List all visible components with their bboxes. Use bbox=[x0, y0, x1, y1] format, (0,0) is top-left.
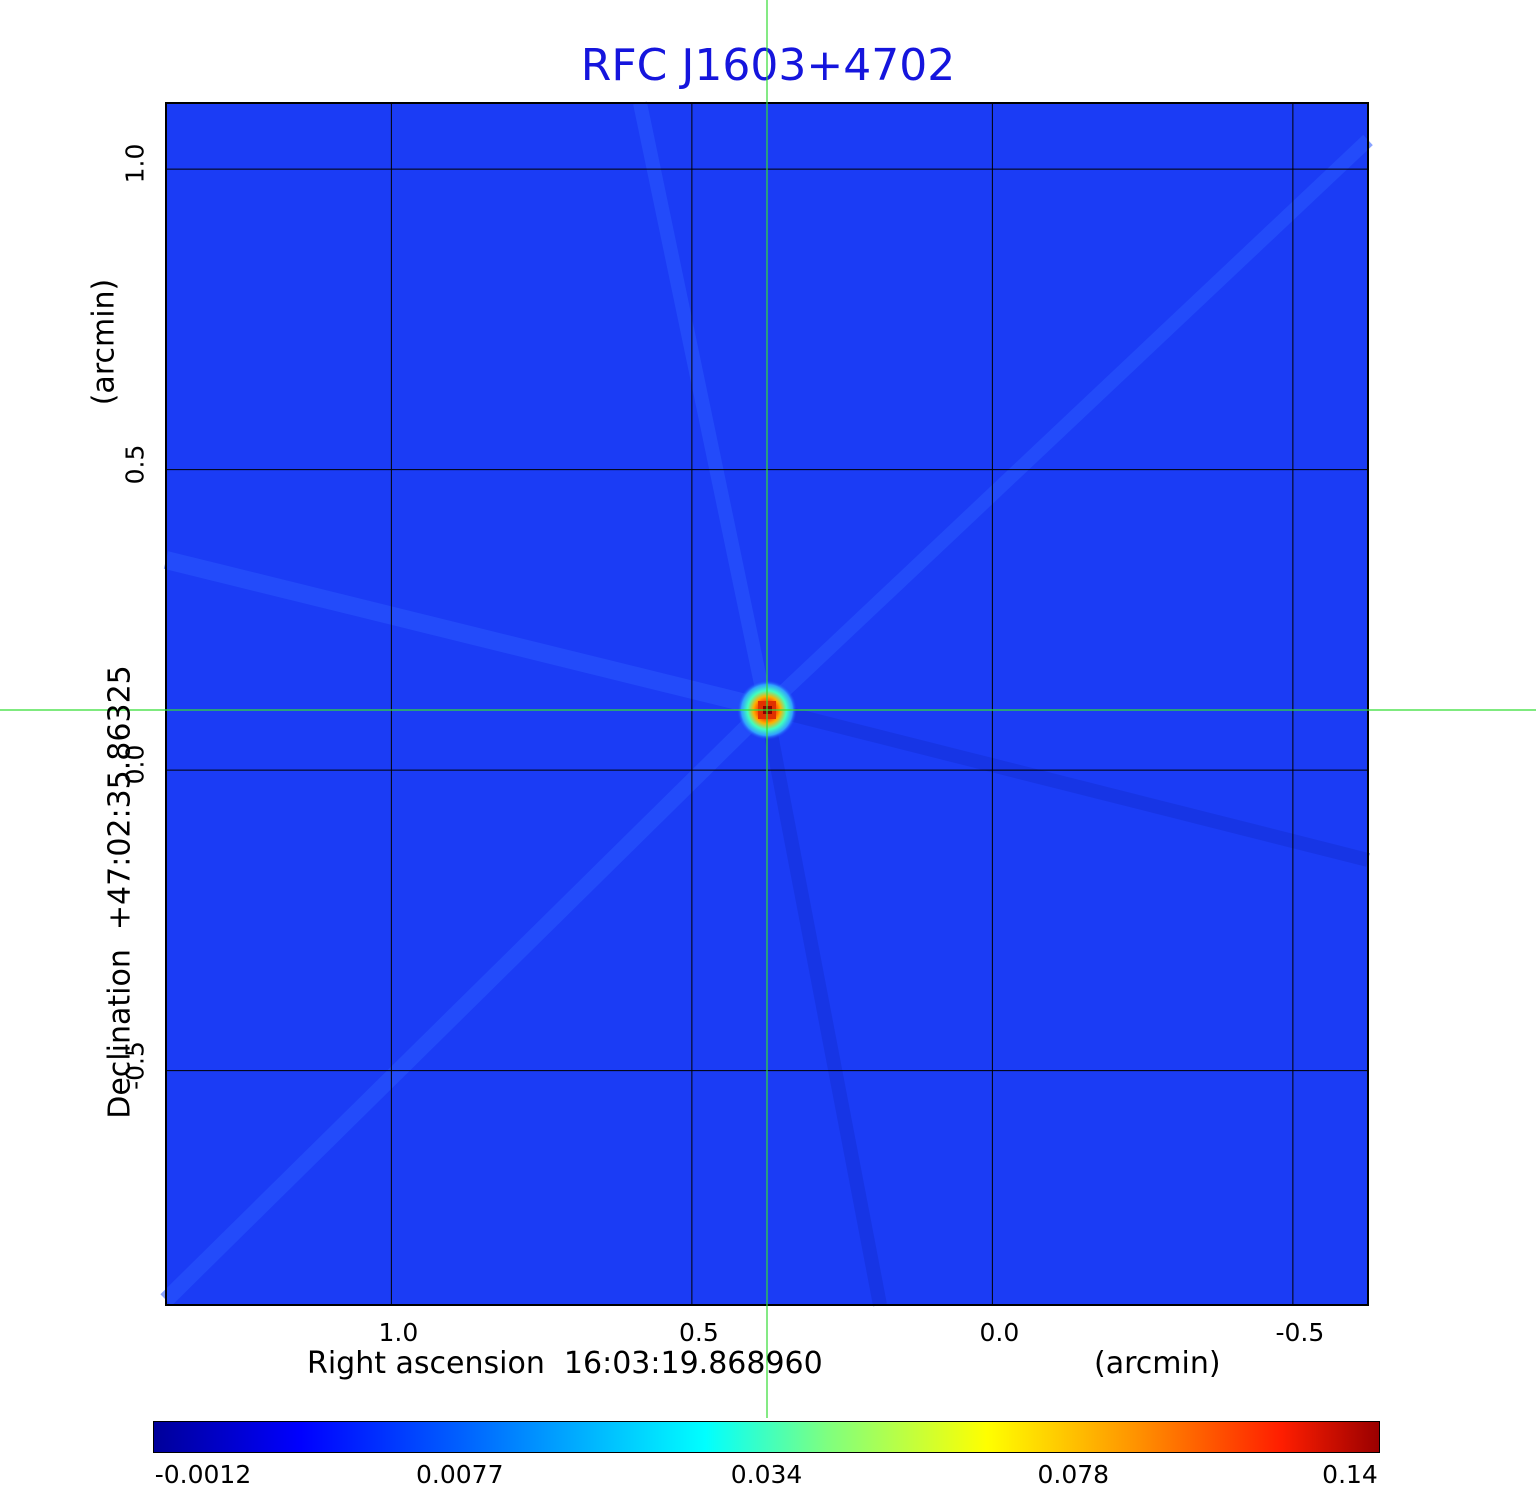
colorbar-tick-label: 0.14 bbox=[1322, 1460, 1378, 1489]
colorbar-tick-label: 0.0077 bbox=[416, 1460, 504, 1489]
y-axis-unit: (arcmin) bbox=[86, 278, 122, 406]
colorbar-tick-label: 0.034 bbox=[730, 1460, 803, 1489]
x-tick-label: 1.0 bbox=[378, 1318, 419, 1347]
crosshair bbox=[0, 0, 1536, 1418]
x-tick-label: -0.5 bbox=[1275, 1318, 1325, 1347]
colorbar-tick-label: -0.0012 bbox=[154, 1460, 252, 1489]
colorbar bbox=[153, 1421, 1380, 1453]
y-tick-label: 0.5 bbox=[120, 444, 150, 484]
x-axis-label: Right ascension 16:03:19.868960 bbox=[307, 1346, 823, 1381]
x-tick-label: 0.0 bbox=[979, 1318, 1020, 1347]
colorbar-tick-label: 0.078 bbox=[1037, 1460, 1110, 1489]
y-tick-label: 1.0 bbox=[120, 143, 150, 184]
sidelobe-streaks bbox=[160, 101, 1373, 1307]
x-axis-unit: (arcmin) bbox=[1094, 1346, 1221, 1381]
y-axis-label: Declination +47:02:35.86325 bbox=[102, 665, 138, 1119]
x-tick-label: 0.5 bbox=[678, 1318, 719, 1347]
chart-title: RFC J1603+4702 bbox=[580, 40, 956, 91]
